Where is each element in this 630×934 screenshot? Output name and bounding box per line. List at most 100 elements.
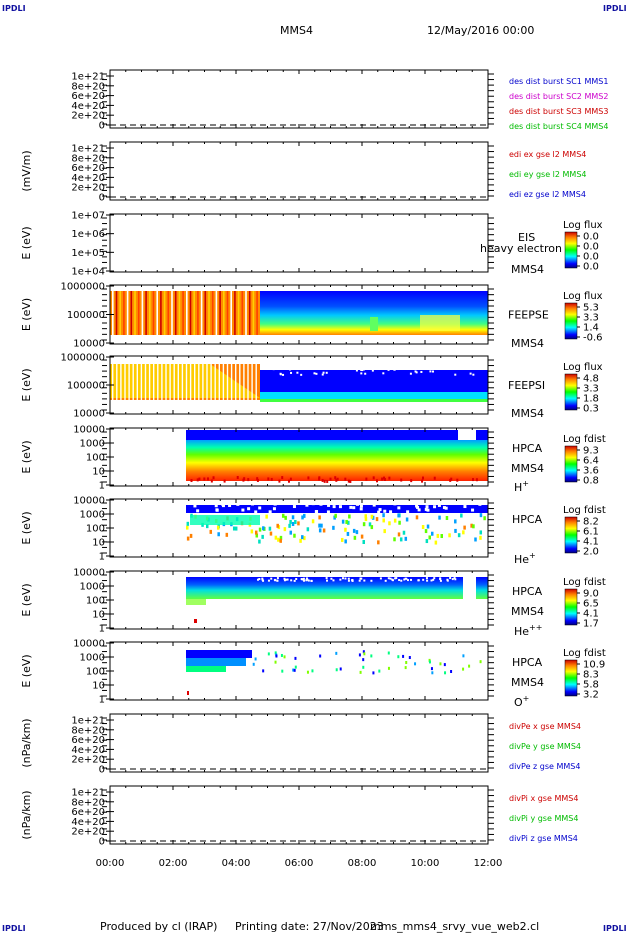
heatmap-speckle — [472, 524, 475, 529]
heatmap-speckle — [293, 579, 296, 582]
heatmap-stripe — [197, 291, 199, 335]
colorbar-tick-label: 1.4 — [583, 323, 599, 334]
heatmap-speckle — [444, 506, 448, 510]
y-tick-label: 0 — [99, 121, 105, 132]
y-tick-label: 8e+20 — [71, 797, 105, 808]
heatmap-speckle — [299, 364, 302, 367]
heatmap-speckle — [351, 579, 354, 582]
colorbar — [564, 302, 578, 340]
time-axis-label: 12:00 — [474, 858, 503, 869]
heatmap-speckle — [344, 527, 347, 532]
heatmap-speckle — [462, 366, 465, 369]
heatmap-speckle — [450, 477, 453, 481]
heatmap-band — [186, 666, 226, 672]
heatmap-speckle — [364, 372, 367, 375]
heatmap-speckle — [355, 530, 359, 535]
heatmap-speckle — [335, 651, 338, 655]
y-tick-label: 0 — [99, 765, 105, 776]
heatmap-speckle — [256, 478, 259, 482]
heatmap-speckle — [476, 365, 479, 368]
heatmap-speckle — [454, 373, 457, 376]
heatmap-speckle — [283, 527, 287, 532]
heatmap-speckle — [268, 526, 272, 531]
colorbar-tick-label: 6.4 — [583, 456, 599, 467]
heatmap-speckle — [186, 536, 190, 541]
heatmap-speckle — [280, 653, 283, 657]
colorbar-tick-label: 0.0 — [583, 252, 599, 263]
heatmap-stripe — [167, 291, 170, 335]
heatmap-speckle — [406, 579, 409, 582]
heatmap-speckle — [214, 504, 218, 508]
heatmap-speckle — [215, 508, 219, 512]
heatmap-cell — [190, 515, 260, 525]
heatmap-speckle — [296, 371, 299, 374]
spacecraft-label: MMS4 — [511, 337, 544, 350]
heatmap-speckle — [372, 503, 376, 507]
heatmap-speckle — [437, 503, 441, 507]
heatmap-speckle — [284, 515, 287, 520]
time-axis-label: 06:00 — [285, 858, 314, 869]
heatmap-stripe — [193, 291, 195, 335]
heatmap-speckle — [446, 578, 449, 581]
heatmap-speckle — [479, 535, 482, 540]
heatmap-speckle — [417, 508, 421, 512]
heatmap-speckle — [373, 366, 376, 369]
heatmap-stripe — [256, 291, 258, 335]
heatmap-speckle — [384, 579, 387, 582]
heatmap-speckle — [278, 479, 281, 483]
heatmap-stripe — [189, 364, 192, 400]
heatmap-speckle — [371, 369, 374, 372]
heatmap-speckle — [379, 577, 382, 580]
heatmap-speckle — [281, 669, 284, 673]
heatmap-stripe — [144, 364, 147, 400]
heatmap-speckle — [352, 528, 356, 533]
heatmap-speckle — [450, 670, 453, 674]
panel-frame — [109, 785, 489, 845]
heatmap-speckle — [450, 365, 453, 368]
heatmap-speckle — [322, 528, 326, 533]
y-tick-label: 1e+21 — [71, 788, 105, 799]
heatmap-speckle — [359, 504, 363, 508]
heatmap-speckle — [462, 654, 465, 658]
heatmap-stripe — [152, 291, 155, 335]
spacecraft-label: MMS4 — [511, 407, 544, 420]
heatmap-speckle — [267, 365, 270, 368]
legend-entry: divPi y gse MMS4 — [509, 814, 578, 823]
heatmap-speckle — [439, 578, 442, 581]
species-label: H+ — [514, 479, 529, 494]
corner-label-top-left: IPDLI — [2, 4, 26, 13]
heatmap-speckle — [378, 508, 382, 512]
heatmap-speckle — [398, 520, 401, 525]
heatmap-speckle — [451, 578, 454, 581]
heatmap-stripe — [182, 291, 184, 335]
heatmap-speckle — [247, 507, 251, 511]
colorbar — [564, 588, 578, 626]
heatmap-speckle — [276, 523, 279, 528]
heatmap-speckle — [310, 367, 313, 370]
heatmap-speckle — [363, 652, 366, 656]
corner-label-top-right: IPDLI — [603, 4, 627, 13]
heatmap-stripe — [234, 291, 236, 335]
heatmap-speckle — [387, 368, 390, 371]
heatmap-stripe — [123, 291, 125, 335]
instrument-label: HPCA — [512, 513, 543, 526]
heatmap-speckle — [448, 533, 451, 538]
instrument-label: EIS — [518, 231, 535, 244]
heatmap-speckle — [289, 519, 292, 524]
heatmap-speckle — [445, 515, 449, 520]
heatmap-speckle — [318, 515, 321, 520]
heatmap-speckle — [415, 371, 418, 374]
colorbar-tick-label: 0.0 — [583, 232, 599, 243]
heatmap-stripe — [189, 291, 192, 335]
colorbar-tick-label: 0.3 — [583, 404, 599, 415]
heatmap-speckle — [326, 510, 330, 514]
heatmap-speckle — [290, 371, 293, 374]
heatmap-speckle — [303, 513, 306, 518]
y-tick-label: 1 — [99, 695, 105, 706]
heatmap-speckle — [293, 668, 296, 672]
species-charge: + — [522, 479, 529, 488]
y-tick-label: 1e+07 — [71, 211, 105, 222]
y-tick-label: 10000 — [73, 496, 105, 507]
heatmap-speckle — [313, 372, 316, 375]
